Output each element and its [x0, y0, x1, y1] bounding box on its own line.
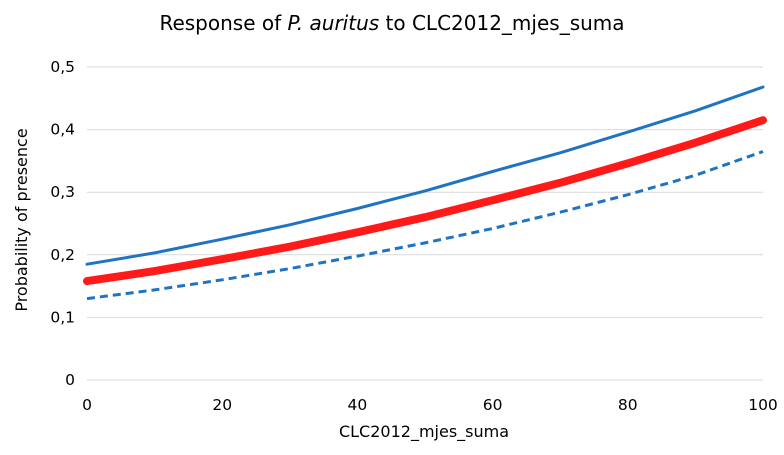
- chart-title: Response of P. auritus to CLC2012_mjes_s…: [159, 11, 624, 35]
- x-tick-labels: 0 20 40 60 80 100: [82, 396, 778, 414]
- x-tick-label: 0: [82, 396, 92, 414]
- chart-title-suffix: to CLC2012_mjes_suma: [379, 11, 624, 35]
- y-tick-label: 0,1: [50, 308, 75, 326]
- x-axis-label: CLC2012_mjes_suma: [339, 422, 509, 442]
- mean-response-line: [83, 116, 767, 286]
- x-tick-label: 60: [483, 396, 503, 414]
- gridlines: [87, 66, 763, 381]
- y-axis-label: Probability of presence: [12, 128, 31, 311]
- x-tick-label: 40: [348, 396, 368, 414]
- x-tick-label: 20: [212, 396, 232, 414]
- y-tick-label: 0: [65, 371, 75, 389]
- x-tick-label: 80: [618, 396, 638, 414]
- chart-title-species: P. auritus: [288, 11, 380, 35]
- y-tick-labels: 0 0,1 0,2 0,3 0,4 0,5: [50, 58, 75, 389]
- lower-bound-line: [86, 150, 764, 301]
- y-tick-label: 0,3: [50, 183, 75, 201]
- y-tick-label: 0,2: [50, 246, 75, 264]
- chart-title-prefix: Response of: [159, 11, 287, 35]
- x-tick-label: 100: [748, 396, 778, 414]
- series-lines: [83, 85, 767, 301]
- y-tick-label: 0,5: [50, 58, 75, 76]
- upper-bound-line: [85, 85, 765, 266]
- y-tick-label: 0,4: [50, 121, 75, 139]
